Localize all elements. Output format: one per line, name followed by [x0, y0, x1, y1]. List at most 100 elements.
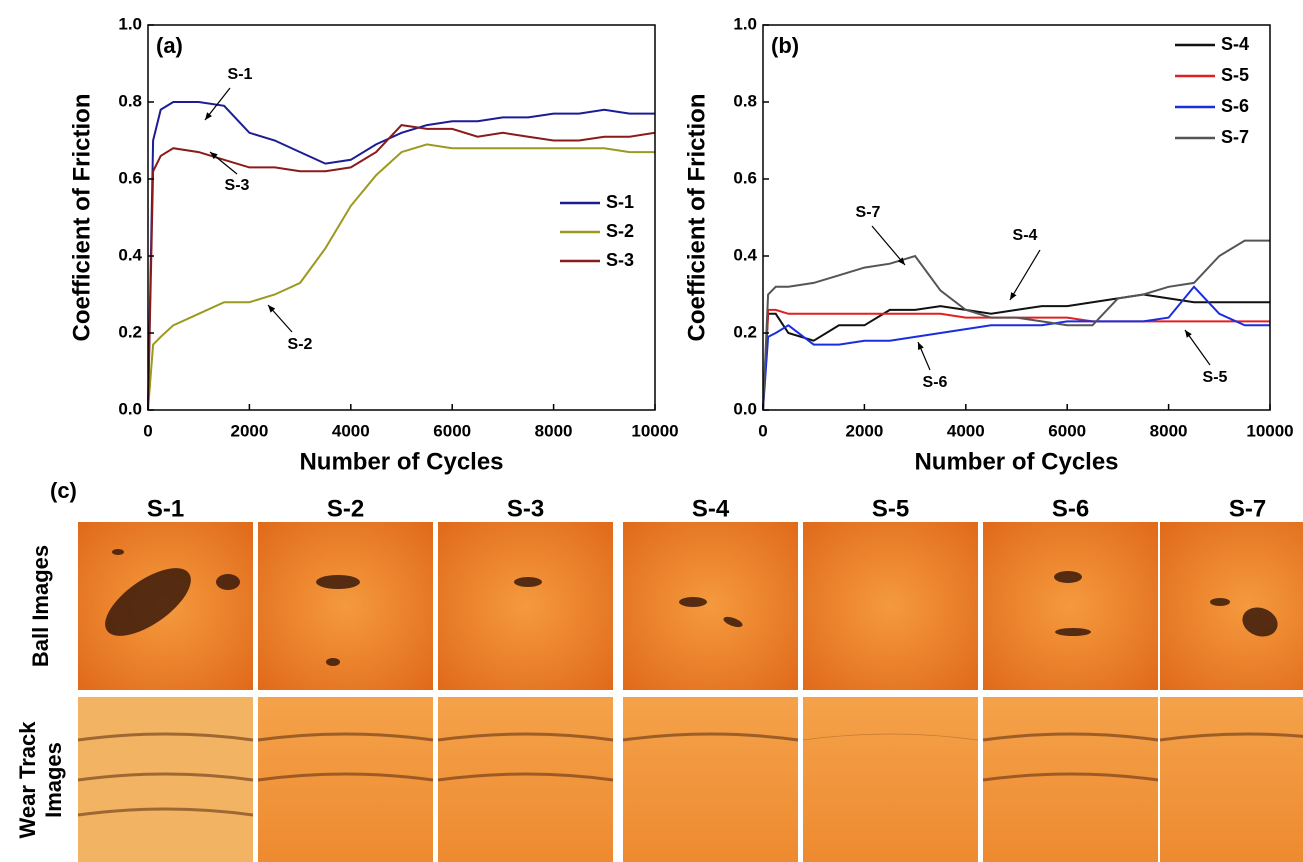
y-tick-label: 1.0 [118, 14, 142, 33]
series-line [762, 293, 1270, 411]
arrow-head [918, 342, 924, 350]
plot-frame [147, 24, 656, 411]
y-tick-label: 0.0 [733, 399, 757, 418]
wear-debris [679, 597, 707, 607]
legend-label: S-3 [606, 250, 634, 270]
wear-debris [112, 549, 124, 555]
sample-label: S-6 [1052, 495, 1089, 522]
legend-label: S-2 [606, 221, 634, 241]
x-tick-label: 8000 [1150, 421, 1188, 440]
legend-label: S-7 [1221, 127, 1249, 147]
row-label: Wear Track [15, 721, 40, 839]
arrow-head [897, 257, 905, 265]
arrow-head [1185, 330, 1192, 338]
wear-debris [216, 574, 240, 590]
wear-track [77, 732, 254, 742]
y-tick-label: 0.8 [118, 91, 142, 110]
wear-track [1159, 732, 1303, 742]
x-tick-label: 10000 [631, 421, 678, 440]
y-tick-label: 0.0 [118, 399, 142, 418]
row-label: Ball Images [28, 545, 53, 667]
wear-debris [1242, 607, 1278, 637]
sample-label: S-1 [147, 495, 184, 522]
series-line [762, 239, 1270, 411]
wear-debris [723, 616, 743, 628]
annotation: S-2 [288, 336, 313, 353]
legend-label: S-6 [1221, 96, 1249, 116]
y-tick-label: 0.4 [733, 245, 757, 264]
wear-track [802, 733, 979, 741]
sample-label: S-4 [692, 495, 730, 522]
sample-label: S-5 [872, 495, 909, 522]
x-tick-label: 8000 [535, 421, 573, 440]
x-tick-label: 6000 [433, 421, 471, 440]
panel-label: (c) [50, 478, 77, 503]
legend-label: S-5 [1221, 65, 1249, 85]
row-label: Images [41, 742, 66, 818]
panel-label: (a) [156, 33, 183, 58]
wear-track [437, 772, 614, 782]
x-tick-label: 2000 [230, 421, 268, 440]
legend-label: S-4 [1221, 34, 1249, 54]
arrow-head [1010, 292, 1017, 300]
y-tick-label: 1.0 [733, 14, 757, 33]
wear-debris [1054, 571, 1082, 583]
wear-track [257, 772, 434, 782]
wear-debris [1055, 628, 1091, 636]
ball-image [1160, 522, 1303, 690]
wear-track [437, 732, 614, 742]
ball-image [258, 522, 433, 690]
x-tick-label: 6000 [1048, 421, 1086, 440]
wear-debris [514, 577, 542, 587]
track-image [623, 697, 798, 862]
annotation-arrow [871, 225, 906, 266]
y-axis-label: Coefficient of Friction [683, 94, 710, 342]
sample-label: S-3 [507, 495, 544, 522]
sample-label: S-7 [1229, 495, 1266, 522]
wear-debris [326, 658, 340, 666]
annotation: S-3 [225, 177, 250, 194]
track-image [803, 697, 978, 862]
wear-track [622, 732, 799, 742]
x-tick-label: 0 [758, 421, 767, 440]
annotation: S-6 [923, 374, 948, 391]
series-line [147, 101, 655, 411]
wear-track [982, 732, 1159, 742]
x-tick-label: 0 [143, 421, 152, 440]
plot-frame [762, 24, 1271, 411]
x-tick-label: 10000 [1246, 421, 1293, 440]
wear-debris [1210, 598, 1230, 606]
annotation: S-1 [228, 66, 253, 83]
x-axis-label: Number of Cycles [914, 448, 1118, 475]
track-image [983, 697, 1158, 862]
x-tick-label: 4000 [947, 421, 985, 440]
legend-label: S-1 [606, 192, 634, 212]
y-tick-label: 0.6 [733, 168, 757, 187]
ball-image [803, 522, 978, 690]
series-line [147, 143, 655, 411]
track-image [258, 697, 433, 862]
y-tick-label: 0.6 [118, 168, 142, 187]
annotation: S-4 [1013, 227, 1038, 244]
wear-debris [105, 568, 191, 636]
y-tick-label: 0.2 [118, 322, 142, 341]
ball-image [438, 522, 613, 690]
y-tick-label: 0.2 [733, 322, 757, 341]
annotation-arrow [1009, 249, 1041, 301]
track-image [1160, 697, 1303, 862]
ball-image [983, 522, 1158, 690]
wear-track [77, 807, 254, 817]
arrow-head [268, 305, 276, 313]
ball-image [623, 522, 798, 690]
track-image [438, 697, 613, 862]
x-axis-label: Number of Cycles [299, 448, 503, 475]
y-tick-label: 0.4 [118, 245, 142, 264]
panel-label: (b) [771, 33, 799, 58]
y-axis-label: Coefficient of Friction [68, 94, 95, 342]
arrow-head [210, 152, 218, 160]
annotation: S-5 [1203, 369, 1228, 386]
wear-track [77, 772, 254, 782]
track-image [78, 697, 253, 862]
y-tick-label: 0.8 [733, 91, 757, 110]
